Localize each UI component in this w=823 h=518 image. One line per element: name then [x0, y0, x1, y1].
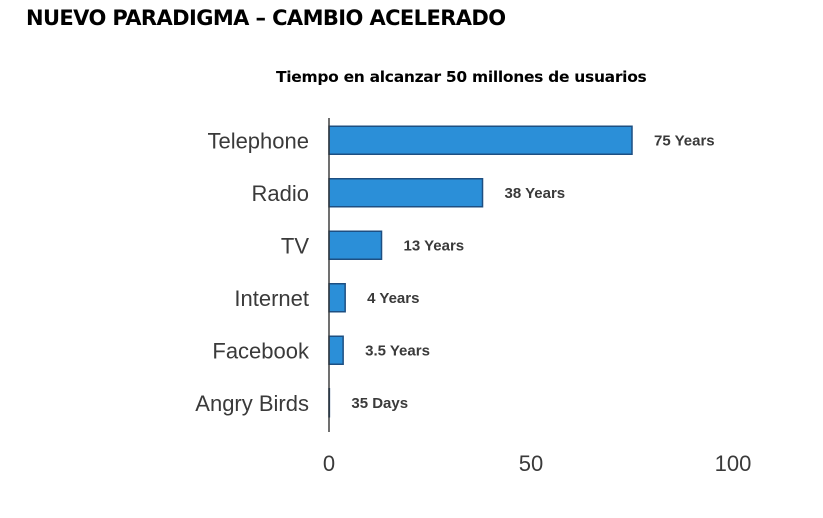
x-tick-label-0: 0	[323, 451, 335, 476]
value-labels: 75 Years 38 Years 13 Years 4 Years 3.5 Years…	[351, 132, 714, 412]
category-label-internet: Internet	[234, 286, 309, 311]
category-label-radio: Radio	[252, 181, 309, 206]
x-tick-label-100: 100	[715, 451, 752, 476]
x-tick-labels: 0 50 100	[323, 451, 751, 476]
slide-title: NUEVO PARADIGMA – CAMBIO ACELERADO	[26, 6, 506, 30]
category-label-angry-birds: Angry Birds	[195, 391, 309, 416]
bar-tv	[328, 230, 383, 260]
value-label-tv: 13 Years	[404, 237, 465, 254]
bar-radio	[328, 178, 484, 208]
category-label-facebook: Facebook	[212, 338, 310, 363]
value-label-angry-birds: 35 Days	[351, 395, 408, 412]
bar-internet	[328, 283, 346, 313]
bars-layer	[328, 125, 633, 418]
value-label-telephone: 75 Years	[654, 132, 715, 149]
x-tick-label-50: 50	[519, 451, 543, 476]
value-label-radio: 38 Years	[505, 185, 566, 202]
value-label-internet: 4 Years	[367, 290, 419, 307]
bar-telephone	[328, 125, 633, 155]
chart-title: Tiempo en alcanzar 50 millones de usuari…	[276, 68, 647, 86]
category-labels: Telephone Radio TV Internet Facebook Angry Bi…	[195, 128, 310, 416]
bar-facebook	[328, 335, 344, 365]
value-label-facebook: 3.5 Years	[365, 342, 430, 359]
category-label-tv: TV	[281, 233, 309, 258]
category-label-telephone: Telephone	[207, 128, 309, 153]
